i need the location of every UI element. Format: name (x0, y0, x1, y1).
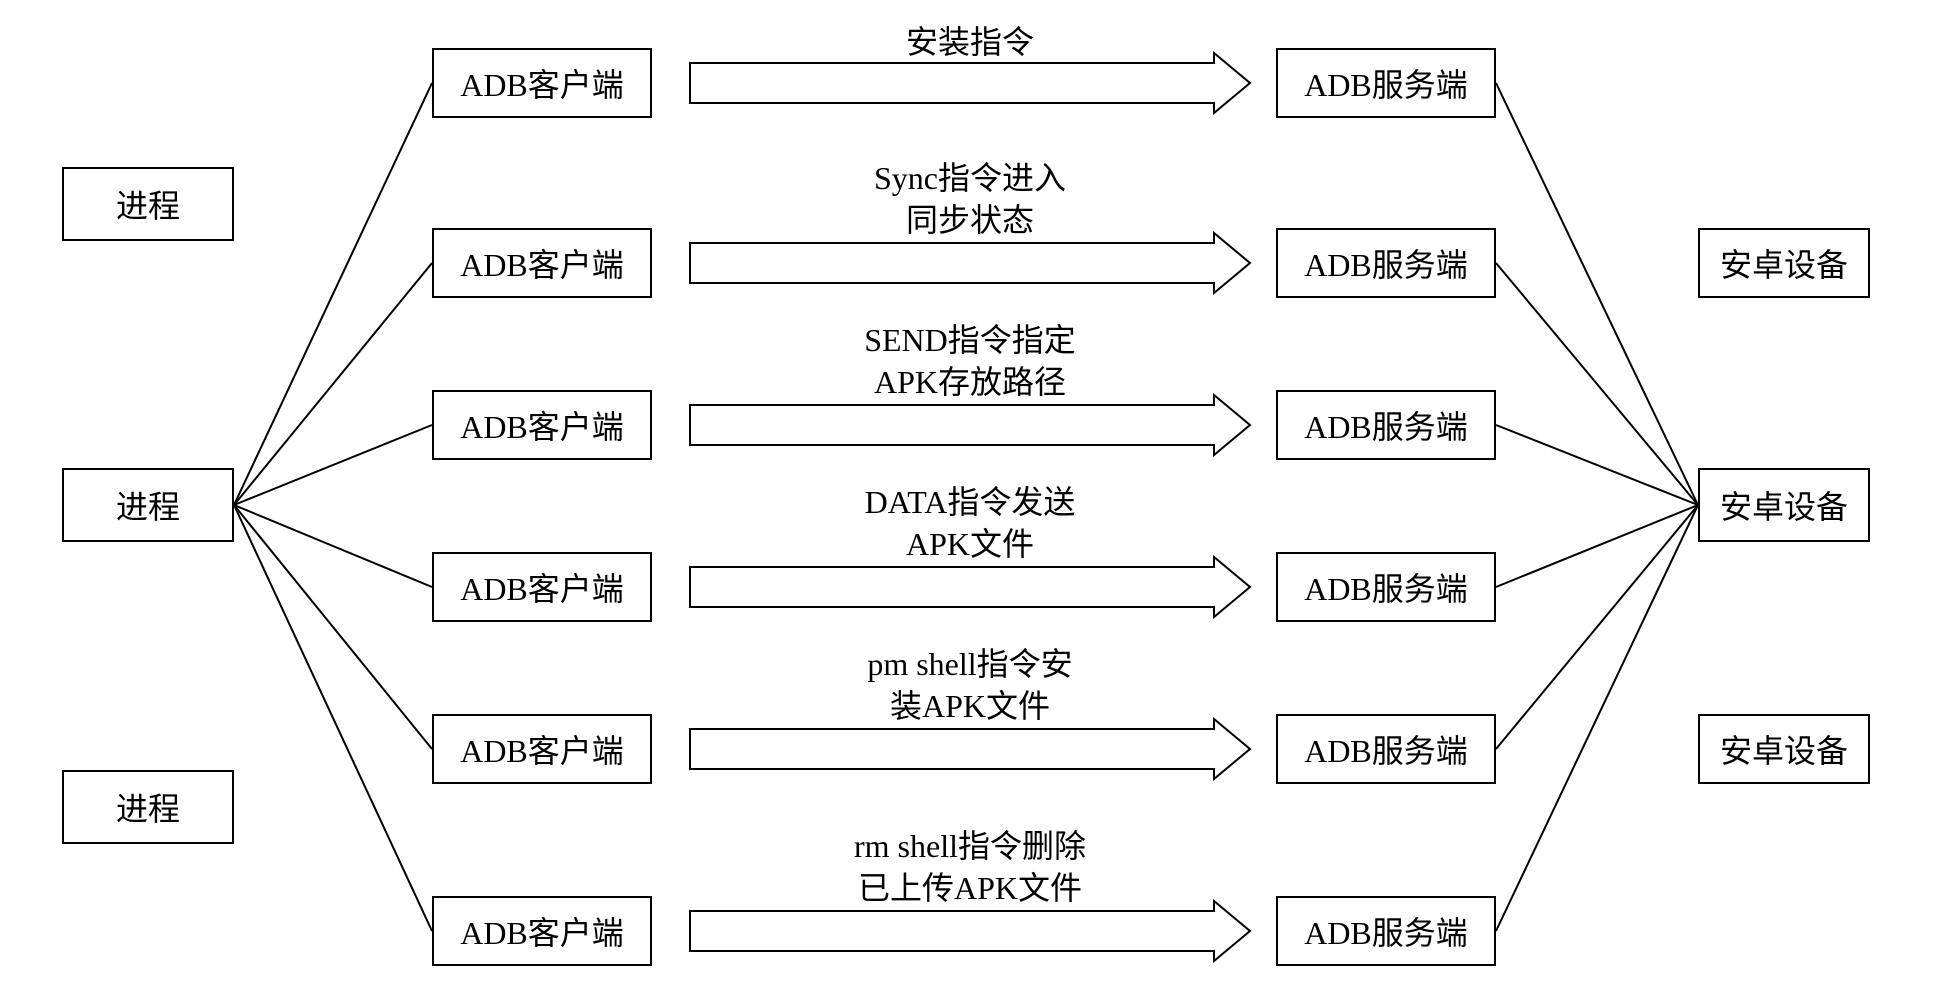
node-label: 进程 (116, 482, 180, 528)
node-label: 安卓设备 (1720, 482, 1848, 528)
node-label: ADB客户端 (460, 240, 624, 286)
arrow-2 (690, 233, 1250, 293)
node-label: ADB服务端 (1304, 402, 1468, 448)
left-connector-6 (234, 505, 432, 931)
arrow-3 (690, 395, 1250, 455)
arrow-4 (690, 557, 1250, 617)
node-label: ADB客户端 (460, 60, 624, 106)
arrow-label-line: 装APK文件 (690, 686, 1250, 728)
arrow-label-line: DATA指令发送 (690, 482, 1250, 524)
arrow-label-3: SEND指令指定APK存放路径 (690, 320, 1250, 403)
right-connector-1 (1496, 83, 1698, 505)
arrow-label-line: SEND指令指定 (690, 320, 1250, 362)
right-connector-2 (1496, 263, 1698, 505)
arrow-label-4: DATA指令发送APK文件 (690, 482, 1250, 565)
process-node-proc-top: 进程 (62, 167, 234, 241)
arrow-6 (690, 901, 1250, 961)
left-connector-2 (234, 263, 432, 505)
node-label: ADB服务端 (1304, 60, 1468, 106)
right-connector-3 (1496, 425, 1698, 505)
node-label: ADB服务端 (1304, 564, 1468, 610)
android-device-node-dev-bot: 安卓设备 (1698, 714, 1870, 784)
process-node-proc-mid: 进程 (62, 468, 234, 542)
right-connector-4 (1496, 505, 1698, 587)
arrow-label-5: pm shell指令安装APK文件 (690, 644, 1250, 727)
left-connector-4 (234, 505, 432, 587)
adb-client-node-client-1: ADB客户端 (432, 48, 652, 118)
arrow-label-line: 安装指令 (690, 22, 1250, 64)
node-label: 进程 (116, 181, 180, 227)
arrow-label-line: APK存放路径 (690, 362, 1250, 404)
arrow-label-line: 同步状态 (690, 200, 1250, 242)
arrow-label-2: Sync指令进入同步状态 (690, 158, 1250, 241)
node-label: ADB服务端 (1304, 908, 1468, 954)
adb-server-node-server-1: ADB服务端 (1276, 48, 1496, 118)
node-label: ADB客户端 (460, 908, 624, 954)
process-node-proc-bot: 进程 (62, 770, 234, 844)
adb-server-node-server-3: ADB服务端 (1276, 390, 1496, 460)
arrow-label-line: APK文件 (690, 524, 1250, 566)
node-label: 安卓设备 (1720, 240, 1848, 286)
arrow-label-line: Sync指令进入 (690, 158, 1250, 200)
node-label: 进程 (116, 784, 180, 830)
adb-server-node-server-6: ADB服务端 (1276, 896, 1496, 966)
adb-server-node-server-2: ADB服务端 (1276, 228, 1496, 298)
adb-client-node-client-6: ADB客户端 (432, 896, 652, 966)
arrow-label-line: 已上传APK文件 (690, 868, 1250, 910)
arrow-5 (690, 719, 1250, 779)
arrow-label-6: rm shell指令删除已上传APK文件 (690, 826, 1250, 909)
adb-server-node-server-4: ADB服务端 (1276, 552, 1496, 622)
adb-client-node-client-2: ADB客户端 (432, 228, 652, 298)
node-label: ADB服务端 (1304, 240, 1468, 286)
left-connector-3 (234, 425, 432, 505)
node-label: ADB服务端 (1304, 726, 1468, 772)
node-label: ADB客户端 (460, 402, 624, 448)
left-connector-1 (234, 83, 432, 505)
node-label: ADB客户端 (460, 564, 624, 610)
arrow-label-line: pm shell指令安 (690, 644, 1250, 686)
android-device-node-dev-top: 安卓设备 (1698, 228, 1870, 298)
arrow-label-line: rm shell指令删除 (690, 826, 1250, 868)
right-connector-6 (1496, 505, 1698, 931)
left-connector-5 (234, 505, 432, 749)
adb-client-node-client-5: ADB客户端 (432, 714, 652, 784)
node-label: ADB客户端 (460, 726, 624, 772)
adb-server-node-server-5: ADB服务端 (1276, 714, 1496, 784)
node-label: 安卓设备 (1720, 726, 1848, 772)
adb-client-node-client-4: ADB客户端 (432, 552, 652, 622)
adb-client-node-client-3: ADB客户端 (432, 390, 652, 460)
arrow-label-1: 安装指令 (690, 22, 1250, 64)
android-device-node-dev-mid: 安卓设备 (1698, 468, 1870, 542)
right-connector-5 (1496, 505, 1698, 749)
